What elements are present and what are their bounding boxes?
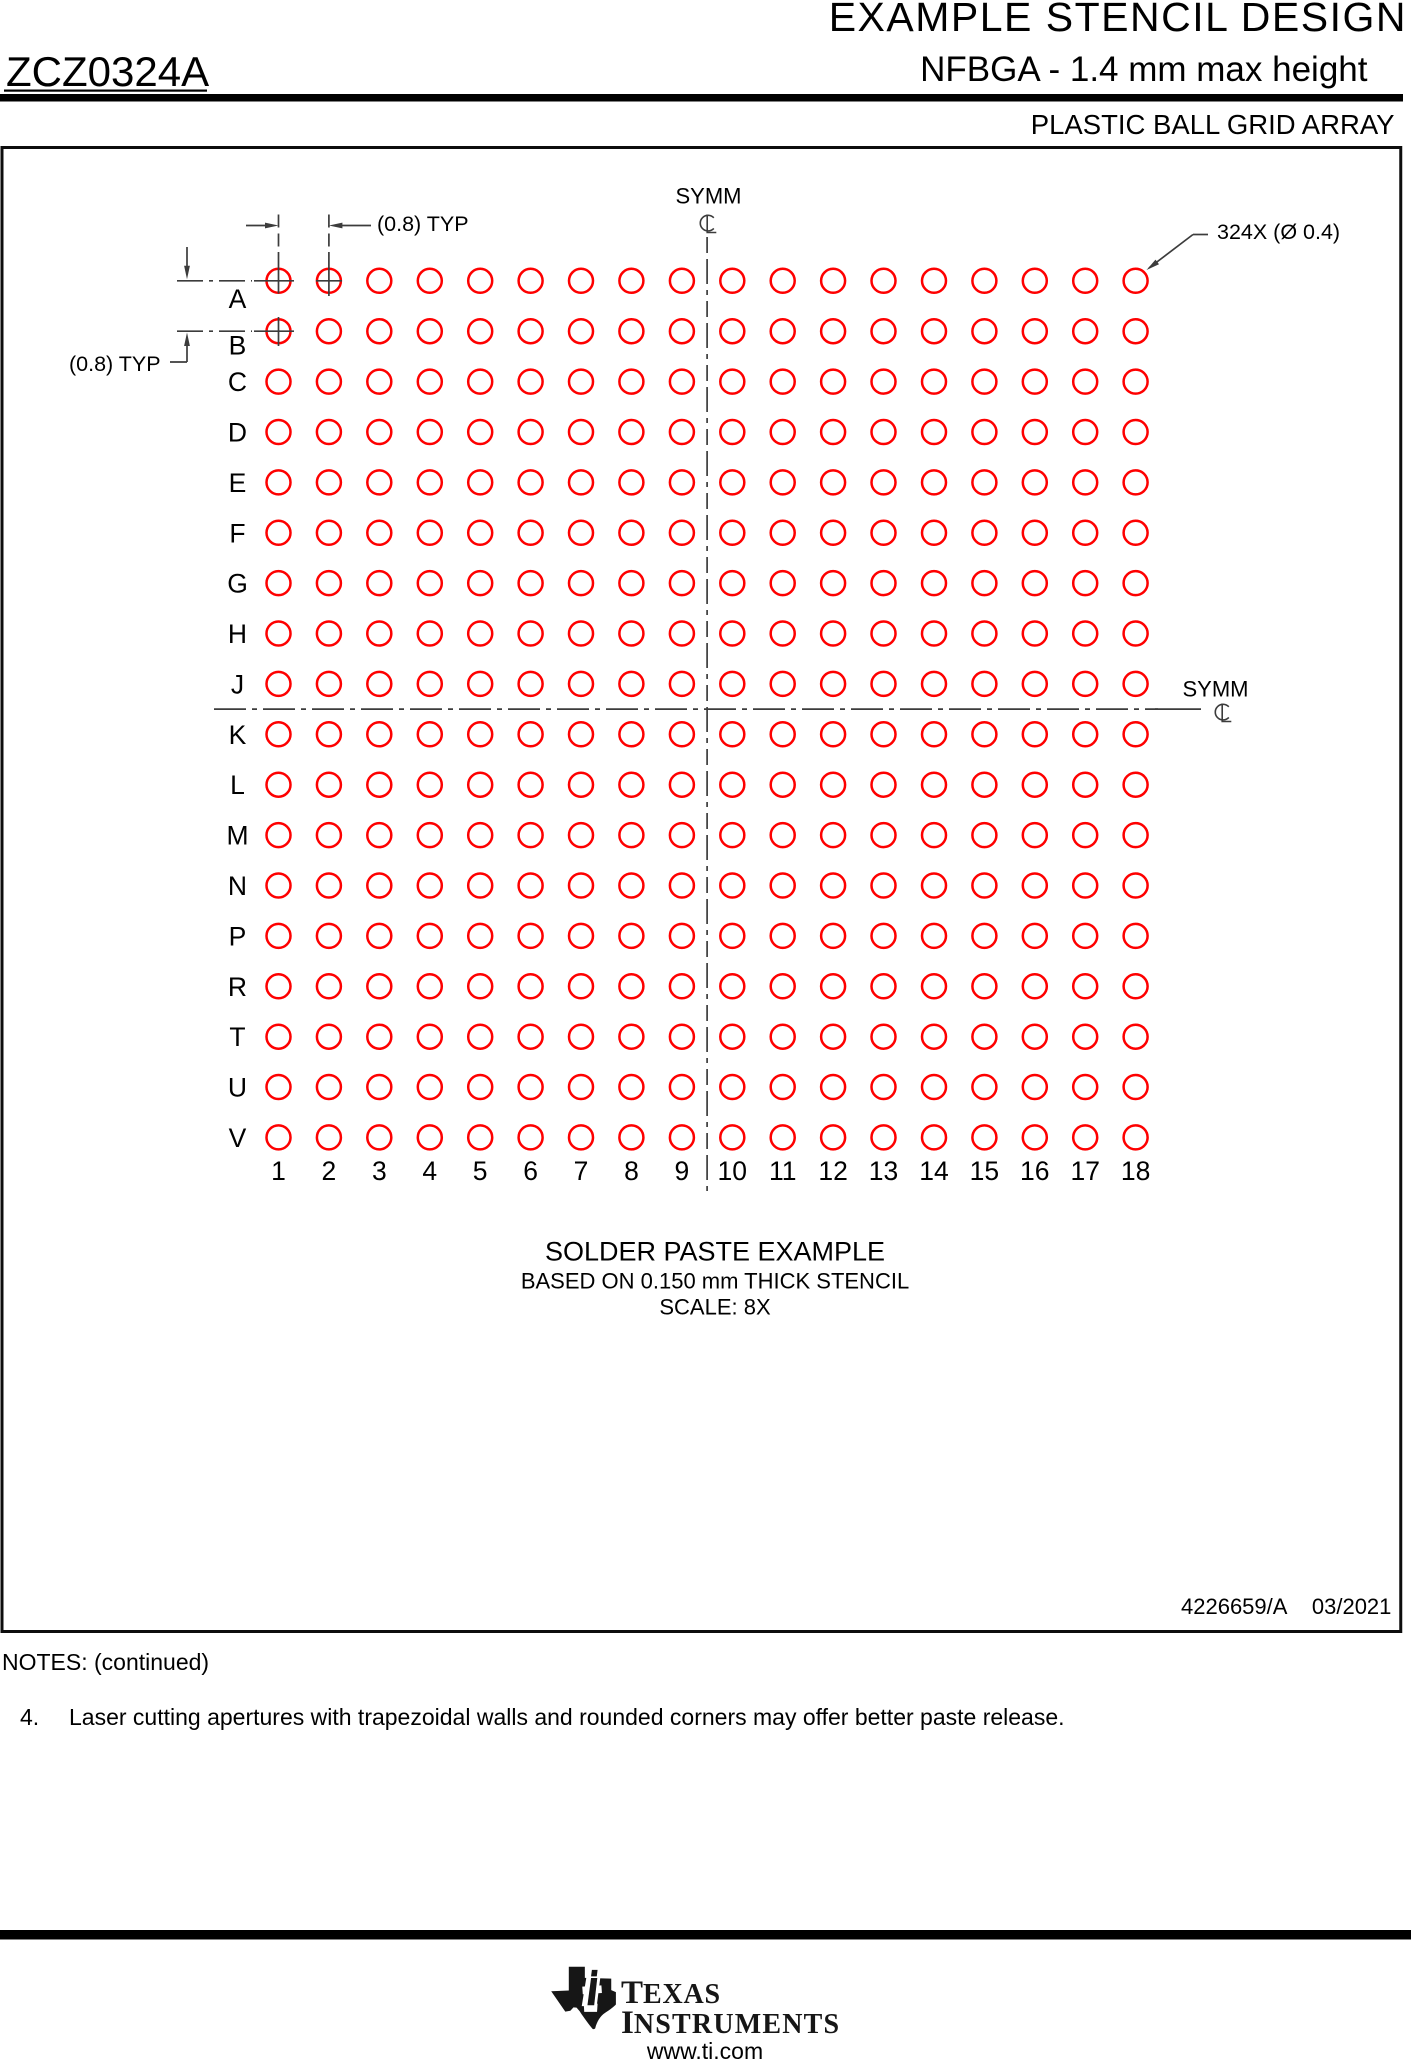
svg-text:SYMM: SYMM <box>676 184 742 209</box>
svg-text:2: 2 <box>322 1156 337 1186</box>
svg-text:(0.8) TYP: (0.8) TYP <box>377 212 469 236</box>
svg-text:18: 18 <box>1121 1156 1150 1186</box>
svg-text:NFBGA - 1.4 mm max height: NFBGA - 1.4 mm max height <box>920 50 1368 89</box>
svg-text:R: R <box>228 972 247 1002</box>
svg-text:BASED ON 0.150 mm THICK STENCI: BASED ON 0.150 mm THICK STENCIL <box>521 1269 909 1294</box>
svg-text:(0.8) TYP: (0.8) TYP <box>69 352 161 376</box>
svg-text:4.: 4. <box>20 1704 39 1730</box>
svg-text:6: 6 <box>523 1156 538 1186</box>
svg-text:P: P <box>229 921 247 951</box>
svg-text:17: 17 <box>1070 1156 1099 1186</box>
svg-text:1: 1 <box>271 1156 286 1186</box>
svg-text:M: M <box>226 821 248 851</box>
svg-text:V: V <box>229 1123 247 1153</box>
svg-text:SCALE: 8X: SCALE: 8X <box>659 1295 771 1320</box>
svg-text:PLASTIC BALL GRID ARRAY: PLASTIC BALL GRID ARRAY <box>1031 109 1395 140</box>
svg-text:EXAMPLE STENCIL DESIGN: EXAMPLE STENCIL DESIGN <box>829 0 1407 40</box>
svg-text:4226659/A 03/2021: 4226659/A 03/2021 <box>1181 1594 1391 1619</box>
svg-text:INSTRUMENTS: INSTRUMENTS <box>621 2005 840 2041</box>
svg-text:D: D <box>228 417 247 447</box>
svg-text:TEXAS: TEXAS <box>621 1975 721 2011</box>
svg-text:12: 12 <box>818 1156 847 1186</box>
svg-text:9: 9 <box>674 1156 689 1186</box>
svg-text:324X (Ø 0.4): 324X (Ø 0.4) <box>1217 220 1340 244</box>
svg-text:K: K <box>229 720 247 750</box>
svg-text:J: J <box>231 669 244 699</box>
svg-text:A: A <box>229 284 247 314</box>
svg-text:SYMM: SYMM <box>1183 677 1249 702</box>
svg-text:NOTES: (continued): NOTES: (continued) <box>2 1649 209 1675</box>
svg-text:4: 4 <box>422 1156 437 1186</box>
svg-text:3: 3 <box>372 1156 387 1186</box>
svg-text:13: 13 <box>869 1156 898 1186</box>
svg-text:T: T <box>229 1022 245 1052</box>
svg-text:G: G <box>227 569 248 599</box>
svg-text:7: 7 <box>574 1156 589 1186</box>
svg-text:C: C <box>228 367 247 397</box>
svg-text:N: N <box>228 871 247 901</box>
svg-text:www.ti.com: www.ti.com <box>646 2038 763 2061</box>
svg-text:U: U <box>228 1073 247 1103</box>
svg-text:H: H <box>228 619 247 649</box>
svg-text:10: 10 <box>718 1156 747 1186</box>
svg-text:14: 14 <box>919 1156 948 1186</box>
svg-text:Laser cutting apertures with t: Laser cutting apertures with trapezoidal… <box>69 1704 1065 1730</box>
svg-text:5: 5 <box>473 1156 488 1186</box>
svg-text:L: L <box>230 770 245 800</box>
svg-text:11: 11 <box>769 1156 797 1186</box>
svg-text:E: E <box>229 468 247 498</box>
svg-text:B: B <box>229 331 247 361</box>
svg-text:15: 15 <box>970 1156 999 1186</box>
svg-text:16: 16 <box>1020 1156 1049 1186</box>
svg-text:SOLDER PASTE EXAMPLE: SOLDER PASTE EXAMPLE <box>545 1237 885 1267</box>
svg-text:ZCZ0324A: ZCZ0324A <box>6 48 209 95</box>
svg-text:F: F <box>229 518 245 548</box>
svg-text:8: 8 <box>624 1156 639 1186</box>
